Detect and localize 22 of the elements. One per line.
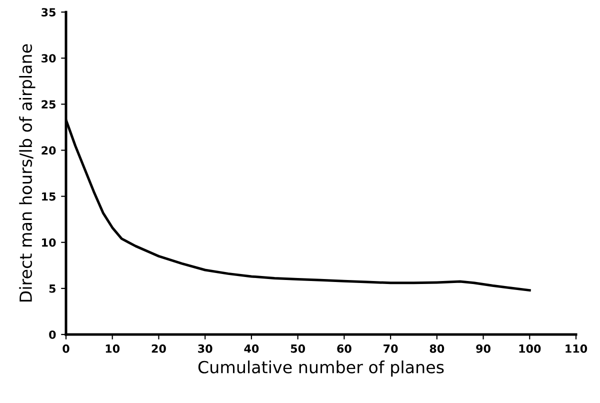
y-tick-label: 10: [42, 238, 56, 247]
x-tick-label: 20: [152, 344, 166, 353]
y-tick-label: 30: [42, 54, 56, 63]
y-tick-label: 35: [42, 8, 56, 16]
x-tick-label: 70: [384, 344, 398, 353]
x-tick-label: 110: [566, 344, 588, 353]
x-tick-label: 60: [337, 344, 352, 353]
y-tick-label: 5: [49, 284, 56, 293]
x-tick-label: 100: [519, 344, 541, 353]
x-tick-label: 40: [244, 344, 259, 353]
x-tick-label: 0: [62, 344, 70, 353]
x-tick-label: 10: [106, 344, 120, 353]
y-tick-label: 25: [42, 100, 56, 109]
x-tick-label: 90: [476, 344, 490, 353]
x-tick-label: 80: [430, 344, 444, 353]
x-axis-title: Cumulative number of planes: [198, 360, 444, 377]
x-tick-label: 30: [198, 344, 212, 353]
y-tick-label: 20: [42, 146, 56, 155]
y-tick-label: 15: [42, 192, 56, 201]
y-tick-label: 0: [49, 330, 56, 339]
y-axis-title: Direct man hours/lb of airplane: [19, 44, 36, 302]
x-tick-label: 50: [290, 344, 306, 353]
